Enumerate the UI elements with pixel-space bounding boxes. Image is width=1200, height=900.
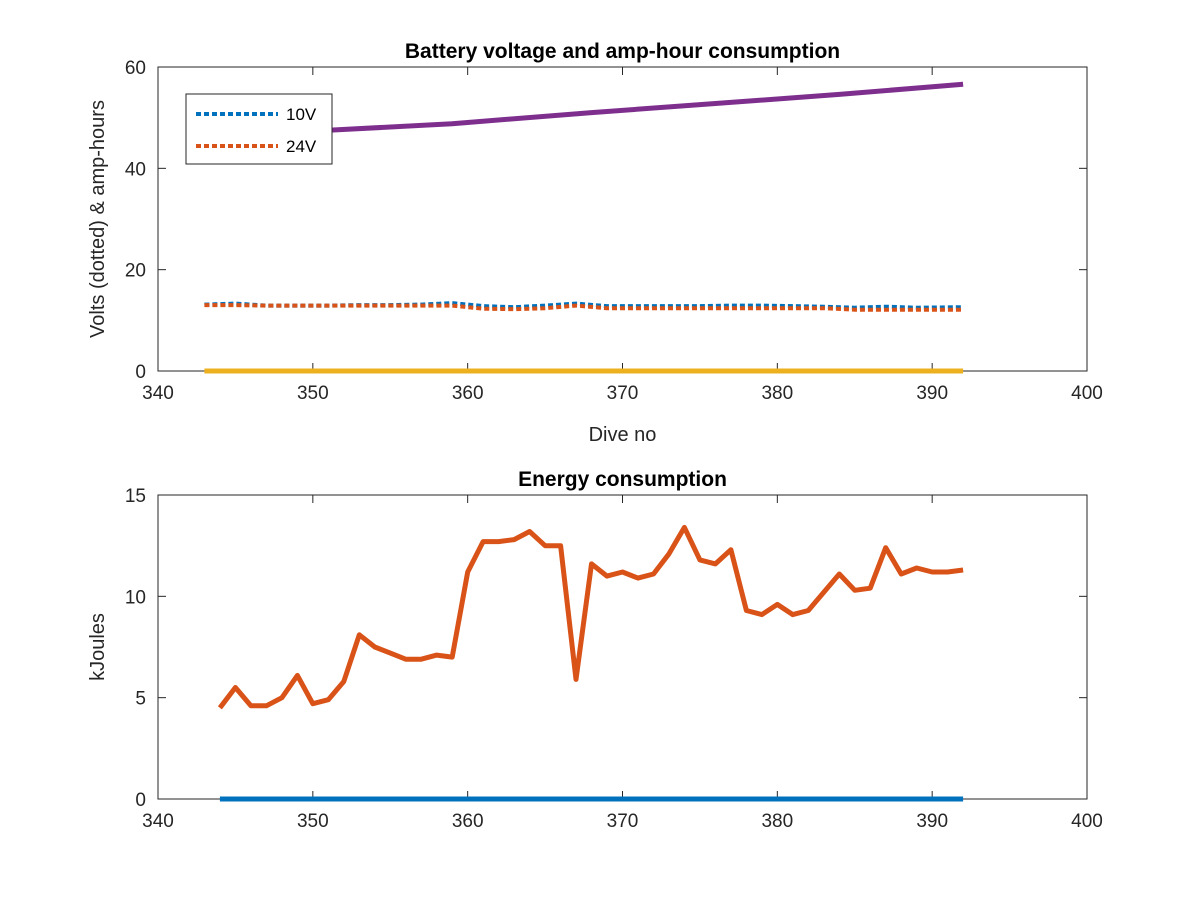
plot-1: 340 350 360 370 380 390 400 0 20 40 60 Battery volt… bbox=[87, 40, 1103, 446]
x-axis-label: Dive no bbox=[589, 424, 657, 446]
x-tick-label: 380 bbox=[761, 811, 793, 832]
x-tick-label: 350 bbox=[297, 811, 329, 832]
y-axis-label: Volts (dotted) & amp-hours bbox=[87, 100, 109, 338]
series-line-1 bbox=[217, 524, 964, 710]
x-tick-label: 360 bbox=[452, 811, 484, 832]
x-tick-label: 340 bbox=[142, 811, 174, 832]
legend: 10V 24V bbox=[185, 93, 333, 165]
x-tick-label: 400 bbox=[1071, 811, 1103, 832]
y-tick-label: 15 bbox=[125, 486, 146, 507]
y-tick-label: 10 bbox=[125, 587, 146, 608]
y-tick-label: 5 bbox=[135, 689, 146, 710]
y-axis-label: kJoules bbox=[87, 613, 109, 681]
x-tick-label: 390 bbox=[916, 811, 948, 832]
x-tick-label: 370 bbox=[607, 811, 639, 832]
chart-title: Battery voltage and amp-hour consumption bbox=[405, 40, 840, 63]
plot-2: 340 350 360 370 380 390 400 0 5 10 15 Energy consum… bbox=[87, 468, 1103, 832]
y-tick-label: 40 bbox=[125, 159, 146, 180]
x-tick-label: 390 bbox=[916, 383, 948, 404]
x-tick-label: 370 bbox=[607, 383, 639, 404]
x-tick-label: 360 bbox=[452, 383, 484, 404]
legend-label: 24V bbox=[286, 137, 317, 156]
y-tick-label: 60 bbox=[125, 58, 146, 79]
chart-title: Energy consumption bbox=[518, 468, 727, 491]
legend-label: 10V bbox=[286, 105, 317, 124]
y-tick-label: 0 bbox=[135, 790, 146, 811]
y-tick-label: 0 bbox=[135, 362, 146, 383]
x-tick-label: 340 bbox=[142, 383, 174, 404]
y-tick-label: 20 bbox=[125, 261, 146, 282]
legend-box bbox=[185, 93, 333, 165]
x-tick-label: 380 bbox=[761, 383, 793, 404]
series-line-24v bbox=[204, 303, 964, 312]
x-tick-label: 350 bbox=[297, 383, 329, 404]
x-tick-label: 400 bbox=[1071, 383, 1103, 404]
